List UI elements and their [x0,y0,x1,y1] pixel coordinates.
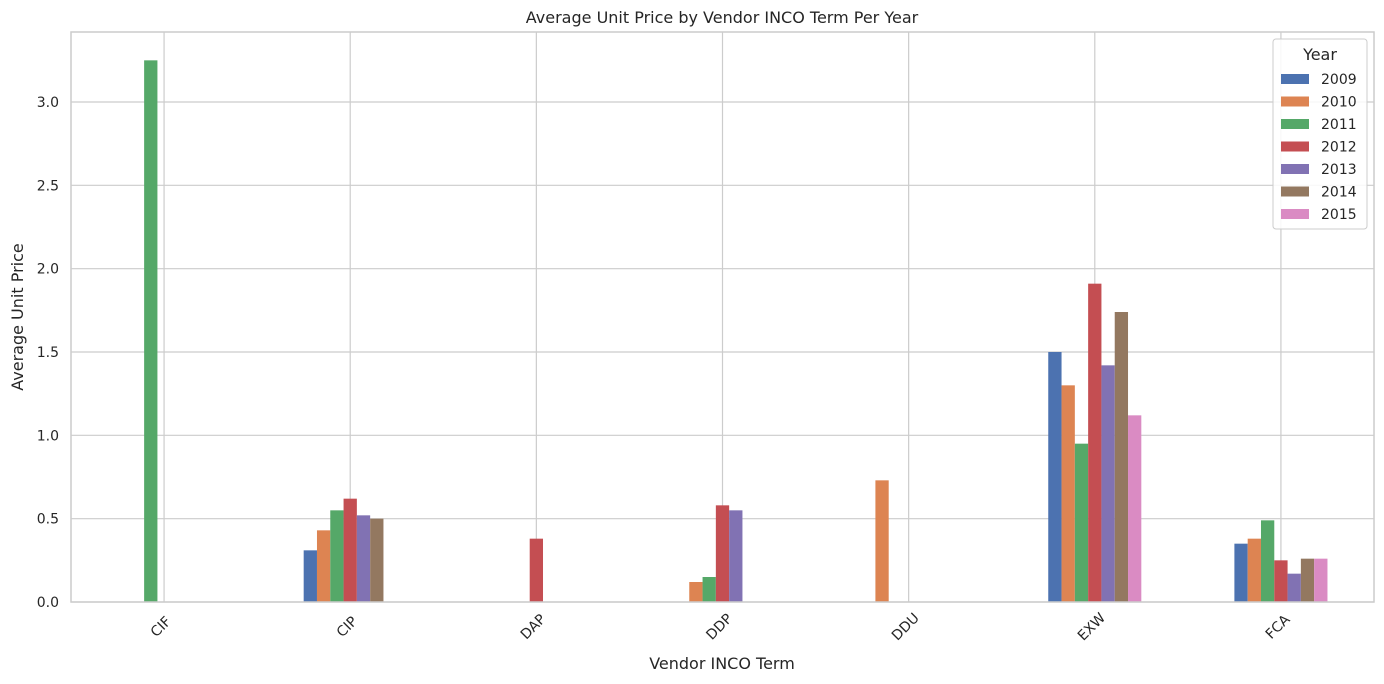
x-axis-label: Vendor INCO Term [649,654,795,673]
bar-2009-CIP [303,550,317,602]
legend-label-2012: 2012 [1321,140,1357,156]
legend-swatch-2015 [1281,209,1309,219]
bar-2010-FCA [1247,538,1261,602]
x-tick-label: DAP [518,611,550,643]
bar-2011-CIF [144,60,158,603]
y-tick-label: 0.5 [37,512,59,528]
bar-2012-DAP [529,538,544,602]
chart-title: Average Unit Price by Vendor INCO Term P… [526,8,919,27]
legend-label-2011: 2011 [1321,117,1357,133]
bar-2012-DDP [715,505,730,602]
bar-2012-CIP [343,498,357,602]
legend-swatch-2013 [1281,164,1309,174]
legend-label-2014: 2014 [1321,185,1357,201]
x-tick-label: FCA [1263,612,1294,643]
x-tick-label: EXW [1075,610,1109,644]
bar-2013-DDP [729,510,743,602]
y-tick-label: 1.0 [37,428,59,444]
bar-2011-FCA [1260,520,1275,602]
bar-2015-FCA [1314,558,1328,602]
x-tick-label: DDU [889,610,923,644]
legend-label-2010: 2010 [1321,95,1357,111]
bar-2013-FCA [1287,573,1301,602]
bar-2012-FCA [1274,560,1288,602]
bar-2013-EXW [1101,365,1115,602]
bar-2011-CIP [330,510,344,602]
legend-title: Year [1302,45,1337,64]
y-tick-label: 0.0 [37,595,59,611]
x-tick-label: CIF [148,614,175,641]
bar-2010-DDP [689,582,703,602]
legend-label-2013: 2013 [1321,162,1357,178]
legend-swatch-2011 [1281,119,1309,129]
y-axis-ticks: 0.0 0.5 1.0 1.5 2.0 2.5 3.0 [37,95,59,611]
x-tick-label: DDP [703,611,736,644]
y-tick-label: 2.0 [37,262,59,278]
bar-2010-EXW [1061,385,1075,602]
y-tick-label: 2.5 [37,178,59,194]
x-tick-label: CIP [334,614,361,641]
y-tick-label: 3.0 [37,95,59,111]
y-tick-label: 1.5 [37,345,59,361]
bar-2010-DDU [875,480,889,602]
bar-2011-DDP [702,577,716,602]
bar-2015-EXW [1128,415,1142,602]
legend-swatch-2014 [1281,186,1309,197]
legend-swatch-2009 [1281,74,1309,84]
bar-2009-EXW [1048,352,1062,602]
legend-box [1272,38,1368,230]
y-axis-label: Average Unit Price [8,243,27,390]
bar-2014-FCA [1300,558,1315,602]
bar-2014-EXW [1114,312,1129,602]
bar-2009-FCA [1234,543,1248,602]
bar-2014-CIP [370,518,384,602]
bars [144,60,1328,603]
bar-2011-EXW [1074,443,1089,602]
legend: Year 2009 2010 2011 2012 2013 2014 2015 [1272,38,1368,230]
x-axis-ticks: CIF CIP DAP DDP DDU EXW FCA [148,610,1294,644]
legend-label-2009: 2009 [1321,72,1357,88]
legend-label-2015: 2015 [1321,207,1357,223]
plot-frame [70,31,1375,603]
legend-swatch-2010 [1281,96,1309,107]
bar-2010-CIP [316,530,331,602]
legend-swatch-2012 [1281,141,1309,152]
bar-2013-CIP [356,515,371,602]
bar-2012-EXW [1088,283,1102,602]
